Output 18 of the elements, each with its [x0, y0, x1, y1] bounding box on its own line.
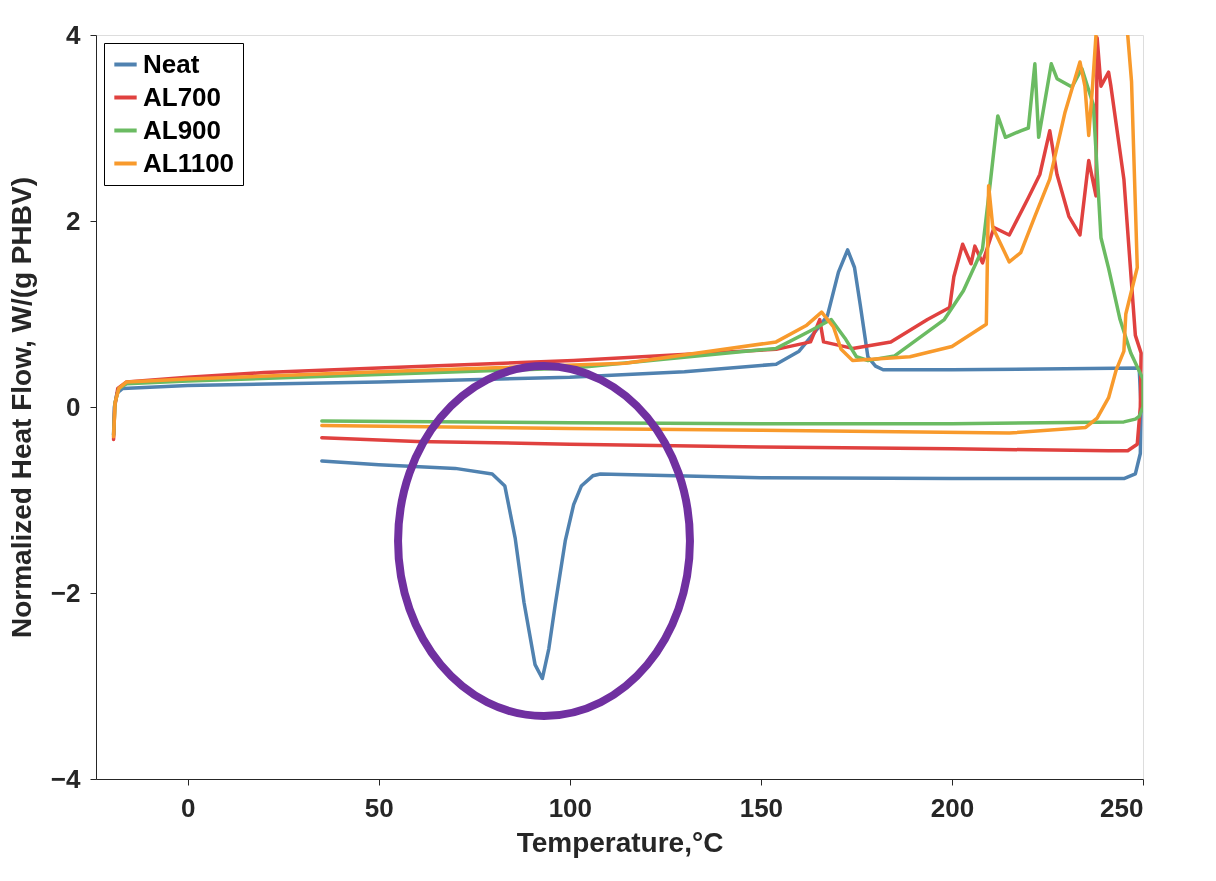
x-tick-label: 50 [364, 792, 394, 823]
y-tick-label: 4 [66, 19, 82, 50]
legend-label: AL1100 [143, 147, 235, 178]
x-axis-title: Temperature,°C [516, 826, 724, 858]
x-tick-label: 250 [1100, 792, 1144, 823]
x-tick-label: 100 [548, 792, 593, 823]
x-tick-label: 150 [739, 792, 784, 823]
y-tick-label: 0 [66, 391, 81, 422]
y-axis-title: Normalized Heat Flow, W/(g PHBV) [5, 177, 37, 638]
y-tick-label: 2 [66, 205, 81, 236]
y-tick-label: −2 [50, 577, 81, 608]
x-tick-label: 0 [180, 792, 196, 823]
legend-label: AL900 [143, 114, 222, 145]
x-tick-label: 200 [930, 792, 975, 823]
legend-label: Neat [143, 48, 200, 79]
legend-label: AL700 [143, 81, 222, 112]
line-series [111, 248, 1143, 681]
y-tick-label: −4 [50, 763, 82, 794]
